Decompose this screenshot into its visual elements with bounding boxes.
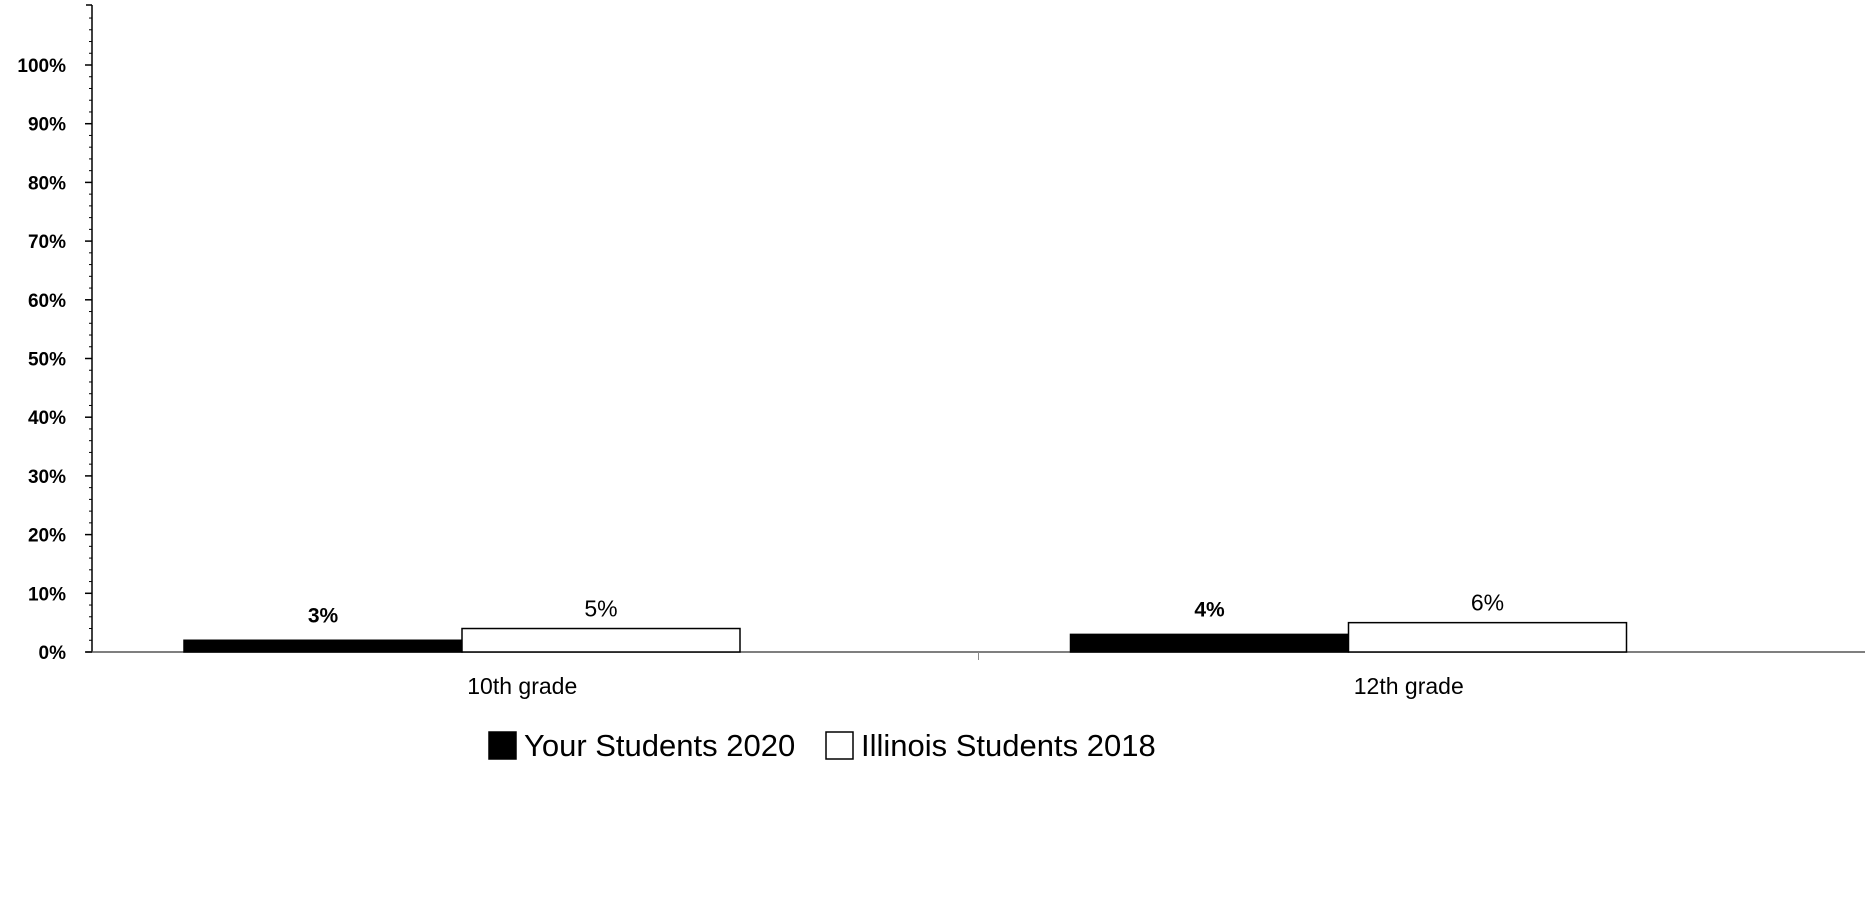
legend-swatch-illinois-students — [825, 731, 854, 760]
bar — [1347, 621, 1628, 653]
y-tick-label: 60% — [28, 291, 66, 312]
bar — [1069, 633, 1350, 653]
data-label: 6% — [1471, 590, 1504, 616]
legend-swatch-your-students — [488, 731, 517, 760]
chart-bars — [183, 621, 1628, 653]
y-tick-label: 90% — [28, 115, 66, 136]
data-labels: 3% 5% 4% 6% — [308, 590, 1504, 628]
x-axis-ticks: 10th grade 12th grade — [467, 673, 1463, 699]
x-tick-label: 10th grade — [467, 673, 577, 699]
legend-label-your-students: Your Students 2020 — [524, 728, 795, 763]
data-label: 4% — [1194, 598, 1225, 621]
data-label: 5% — [584, 596, 617, 622]
x-tick-label: 12th grade — [1354, 673, 1464, 699]
chart-axes — [86, 4, 1865, 660]
y-axis-ticks: 0% 10% 20% 30% 40% 50% 60% 70% 80% 90% 100% — [17, 56, 92, 664]
y-tick-label: 80% — [28, 173, 66, 194]
y-tick-label: 50% — [28, 350, 66, 371]
bar — [461, 627, 741, 653]
legend-label-illinois-students: Illinois Students 2018 — [861, 728, 1156, 763]
y-tick-label: 0% — [39, 643, 67, 664]
y-tick-label: 100% — [17, 56, 66, 77]
y-tick-label: 20% — [28, 526, 66, 547]
bar — [183, 639, 463, 653]
y-tick-label: 30% — [28, 467, 66, 488]
y-tick-label: 40% — [28, 408, 66, 429]
data-label: 3% — [308, 604, 339, 627]
y-tick-label: 10% — [28, 584, 66, 605]
chart-legend: Your Students 2020 Illinois Students 2018 — [488, 728, 1156, 763]
y-tick-label: 70% — [28, 232, 66, 253]
